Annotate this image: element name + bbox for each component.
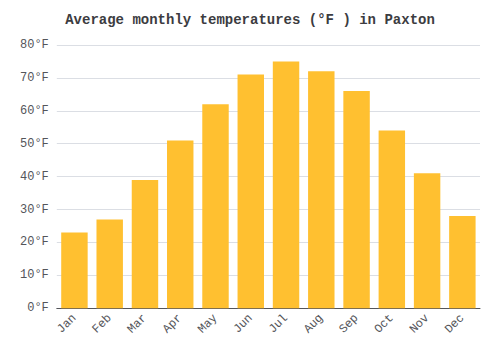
- svg-text:50°F: 50°F: [20, 137, 49, 151]
- svg-text:20°F: 20°F: [20, 235, 49, 249]
- svg-text:Mar: Mar: [125, 311, 150, 336]
- svg-text:10°F: 10°F: [20, 268, 49, 282]
- svg-text:Dec: Dec: [442, 311, 467, 336]
- svg-text:Apr: Apr: [160, 311, 185, 336]
- svg-text:Jun: Jun: [231, 311, 256, 336]
- svg-text:30°F: 30°F: [20, 203, 49, 217]
- svg-text:May: May: [195, 311, 220, 336]
- svg-text:80°F: 80°F: [20, 38, 49, 52]
- svg-text:40°F: 40°F: [20, 170, 49, 184]
- svg-text:Aug: Aug: [301, 311, 326, 336]
- svg-text:Sep: Sep: [336, 311, 361, 336]
- svg-text:Feb: Feb: [89, 311, 114, 336]
- svg-text:Average monthly temperatures (: Average monthly temperatures (°F ) in Pa…: [65, 12, 435, 28]
- svg-text:70°F: 70°F: [20, 71, 49, 85]
- svg-text:Jan: Jan: [54, 311, 79, 336]
- svg-text:60°F: 60°F: [20, 104, 49, 118]
- svg-text:Oct: Oct: [372, 311, 397, 336]
- svg-text:Nov: Nov: [407, 311, 432, 336]
- svg-text:Jul: Jul: [266, 311, 291, 336]
- svg-text:0°F: 0°F: [27, 301, 49, 315]
